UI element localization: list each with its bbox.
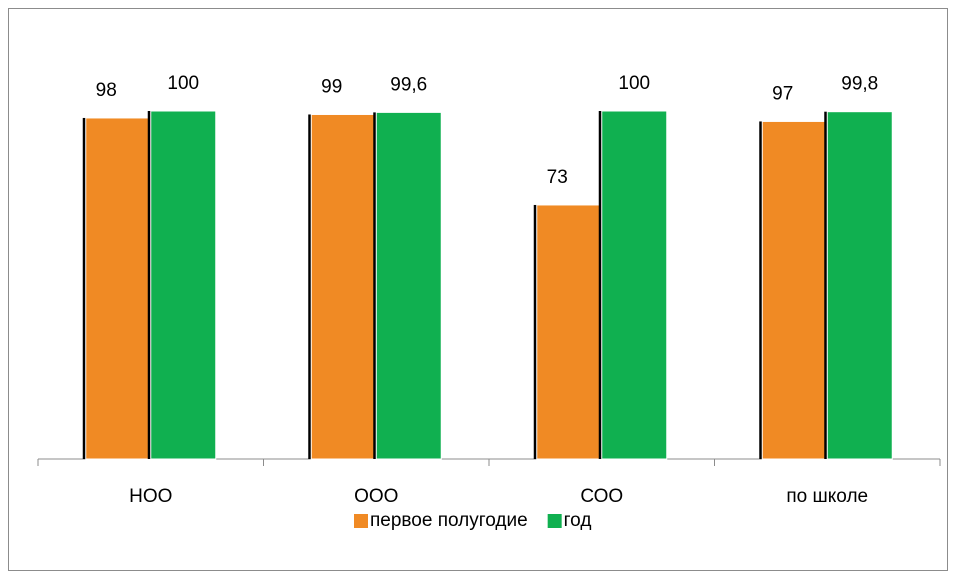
bar [150, 110, 217, 460]
x-tick-label: НОО [129, 486, 172, 507]
x-tick-label: СОО [580, 486, 623, 507]
legend-label: год [564, 510, 592, 531]
value-label: 100 [618, 73, 650, 94]
bar [761, 120, 828, 460]
value-label: 98 [96, 80, 117, 101]
value-label: 97 [772, 83, 793, 104]
value-label: 99,8 [841, 74, 878, 95]
legend-swatch [354, 514, 368, 528]
value-label: 99,6 [390, 74, 427, 95]
bar [826, 111, 893, 460]
legend-swatch [547, 514, 562, 528]
bar [536, 204, 603, 460]
value-label: 73 [547, 167, 568, 188]
x-tick-label: по школе [786, 486, 868, 507]
legend-label: первое полугодие [370, 510, 528, 531]
bar [601, 110, 668, 460]
bar [375, 111, 442, 460]
value-label: 100 [167, 73, 199, 94]
x-tick-label: ООО [354, 486, 398, 507]
value-label: 99 [321, 76, 342, 97]
bar [85, 117, 152, 460]
bar [310, 113, 377, 460]
